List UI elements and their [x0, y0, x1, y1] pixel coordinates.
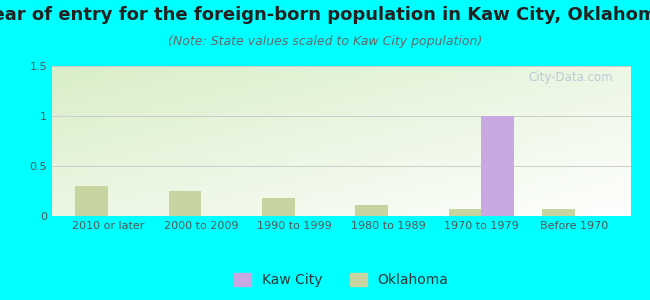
Bar	[542, 209, 575, 216]
Bar	[168, 191, 202, 216]
Text: (Note: State values scaled to Kaw City population): (Note: State values scaled to Kaw City p…	[168, 34, 482, 47]
Bar	[75, 186, 108, 216]
Bar	[448, 209, 481, 216]
Legend: Kaw City, Oklahoma: Kaw City, Oklahoma	[234, 273, 448, 287]
Text: Year of entry for the foreign-born population in Kaw City, Oklahoma: Year of entry for the foreign-born popul…	[0, 6, 650, 24]
Bar	[481, 116, 514, 216]
Bar	[262, 198, 294, 216]
Bar	[356, 205, 388, 216]
Text: City-Data.com: City-Data.com	[528, 70, 613, 83]
